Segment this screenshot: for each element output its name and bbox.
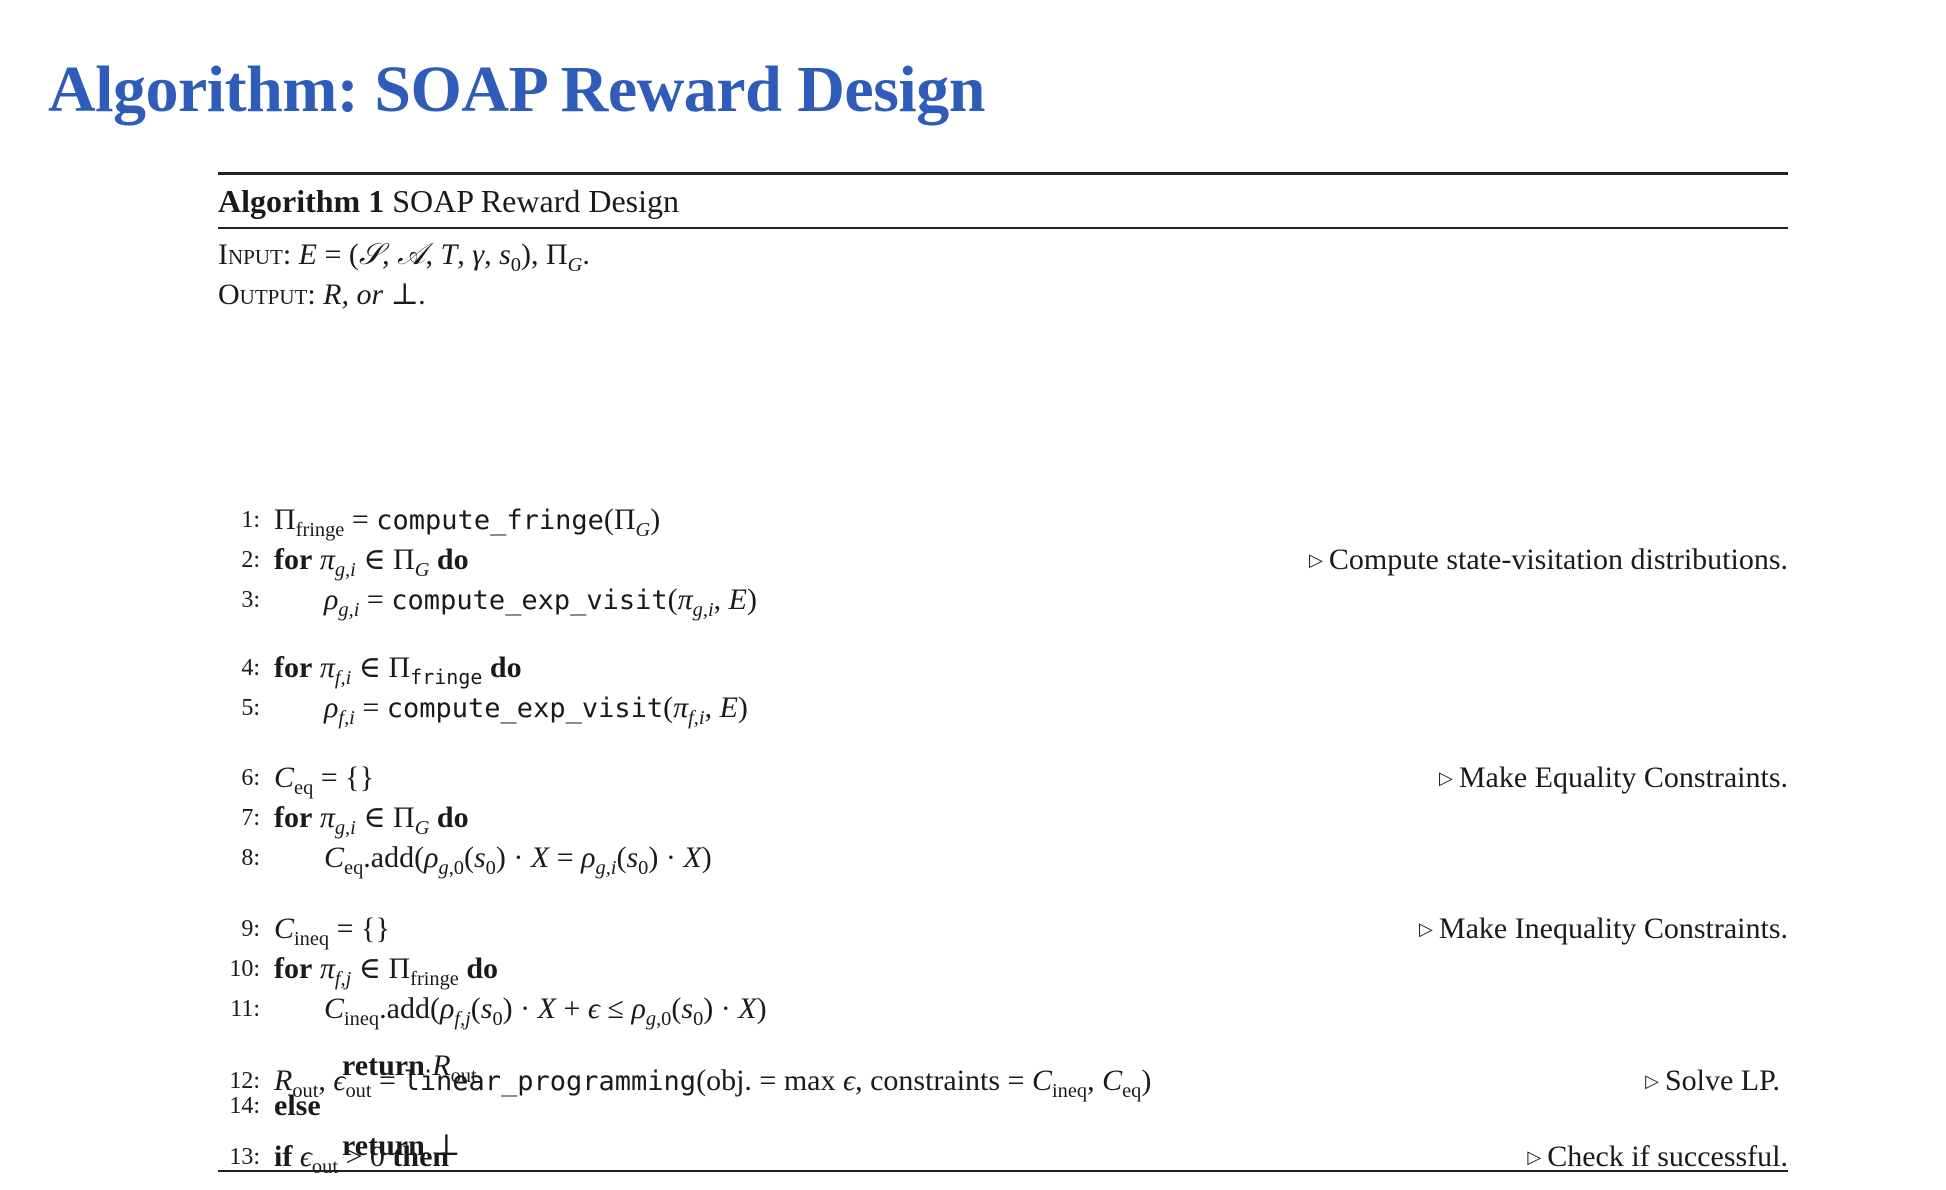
header-rule — [218, 227, 1788, 229]
output-label: Output: — [218, 277, 316, 311]
step-2: 2: for πg,i ∈ ΠG do ▷ Compute state-visit… — [218, 540, 1788, 580]
step-9: 9: Cineq = {} ▷ Make Inequality Constrain… — [218, 909, 1788, 949]
step-7: 7: for πg,i ∈ ΠG do — [218, 798, 1788, 838]
line-number: 12: — [229, 1067, 260, 1094]
step-6: 6: Ceq = {} ▷ Make Equality Constraints. — [218, 758, 1788, 798]
line-number: 6: — [241, 764, 260, 791]
algorithm-steps: 1: Πfringe = compute_fringe(ΠG) 2: for π… — [218, 315, 1788, 1190]
step-1: 1: Πfringe = compute_fringe(ΠG) — [218, 500, 1788, 540]
algorithm-header: Algorithm 1 SOAP Reward Design — [218, 175, 1788, 227]
step-13: 13: if ϵout > 0 then ▷ Check if successfu… — [218, 1137, 1788, 1177]
output-text: R, or ⊥. — [323, 277, 427, 311]
algorithm-box: Algorithm 1 SOAP Reward Design Input: E … — [218, 172, 1788, 1190]
top-rule — [218, 172, 1788, 175]
line-number: 14: — [229, 1093, 260, 1119]
step-12: 12: Rout, ϵout = linear_programming(obj.… — [218, 1061, 1788, 1101]
step-11: 11: Cineq.add(ρf,j(s0) · X + ϵ ≤ ρg,0(s0… — [218, 989, 1788, 1029]
comment: ▷ Check if successful. — [1527, 1139, 1788, 1173]
triangle-icon: ▷ — [1527, 1146, 1542, 1167]
slide-title: Algorithm: SOAP Reward Design — [48, 53, 985, 126]
comment: ▷ Make Equality Constraints. — [1439, 760, 1788, 794]
comment: ▷ Compute state-visitation distributions. — [1309, 542, 1788, 576]
triangle-icon: ▷ — [1309, 549, 1323, 570]
step-3: 3: ρg,i = compute_exp_visit(πg,i, E) — [218, 580, 1788, 620]
line-number: 13: — [229, 1143, 260, 1170]
comment: ▷ Solve LP. — [1645, 1063, 1780, 1097]
line-number: 1: — [241, 506, 260, 533]
line-number: 7: — [241, 804, 260, 831]
step-13-return: return Rout — [342, 1049, 477, 1088]
bottom-rule — [218, 1170, 1788, 1172]
step-10: 10: for πf,j ∈ Πfringe do — [218, 949, 1788, 989]
algorithm-label: Algorithm 1 — [218, 183, 385, 219]
triangle-icon: ▷ — [1439, 767, 1453, 788]
line-number: 11: — [230, 995, 260, 1022]
step-5: 5: ρf,i = compute_exp_visit(πf,i, E) — [218, 688, 1788, 728]
line-number: 8: — [241, 844, 260, 871]
step-4: 4: for πf,i ∈ Πfringe do — [218, 648, 1788, 688]
comment: ▷ Make Inequality Constraints. — [1419, 911, 1788, 945]
step-14-return: return ⊥ — [342, 1129, 461, 1162]
output-line: Output: R, or ⊥. — [218, 275, 1788, 315]
line-number: 4: — [241, 654, 260, 681]
triangle-icon: ▷ — [1645, 1070, 1659, 1091]
line-number: 9: — [241, 915, 260, 942]
line-number: 3: — [241, 586, 260, 613]
io-block: Input: E = (𝒮, 𝒜, T, γ, s0), ΠG. Output:… — [218, 229, 1788, 315]
line-number: 5: — [241, 694, 260, 721]
line-number: 10: — [229, 955, 260, 982]
input-label: Input: — [218, 237, 292, 271]
triangle-icon: ▷ — [1419, 918, 1433, 939]
step-8: 8: Ceq.add(ρg,0(s0) · X = ρg,i(s0) · X) — [218, 838, 1788, 878]
input-line: Input: E = (𝒮, 𝒜, T, γ, s0), ΠG. — [218, 237, 590, 276]
algorithm-name: SOAP Reward Design — [392, 183, 679, 219]
step-14: 14: else — [218, 1086, 1788, 1126]
line-number: 2: — [241, 546, 260, 573]
